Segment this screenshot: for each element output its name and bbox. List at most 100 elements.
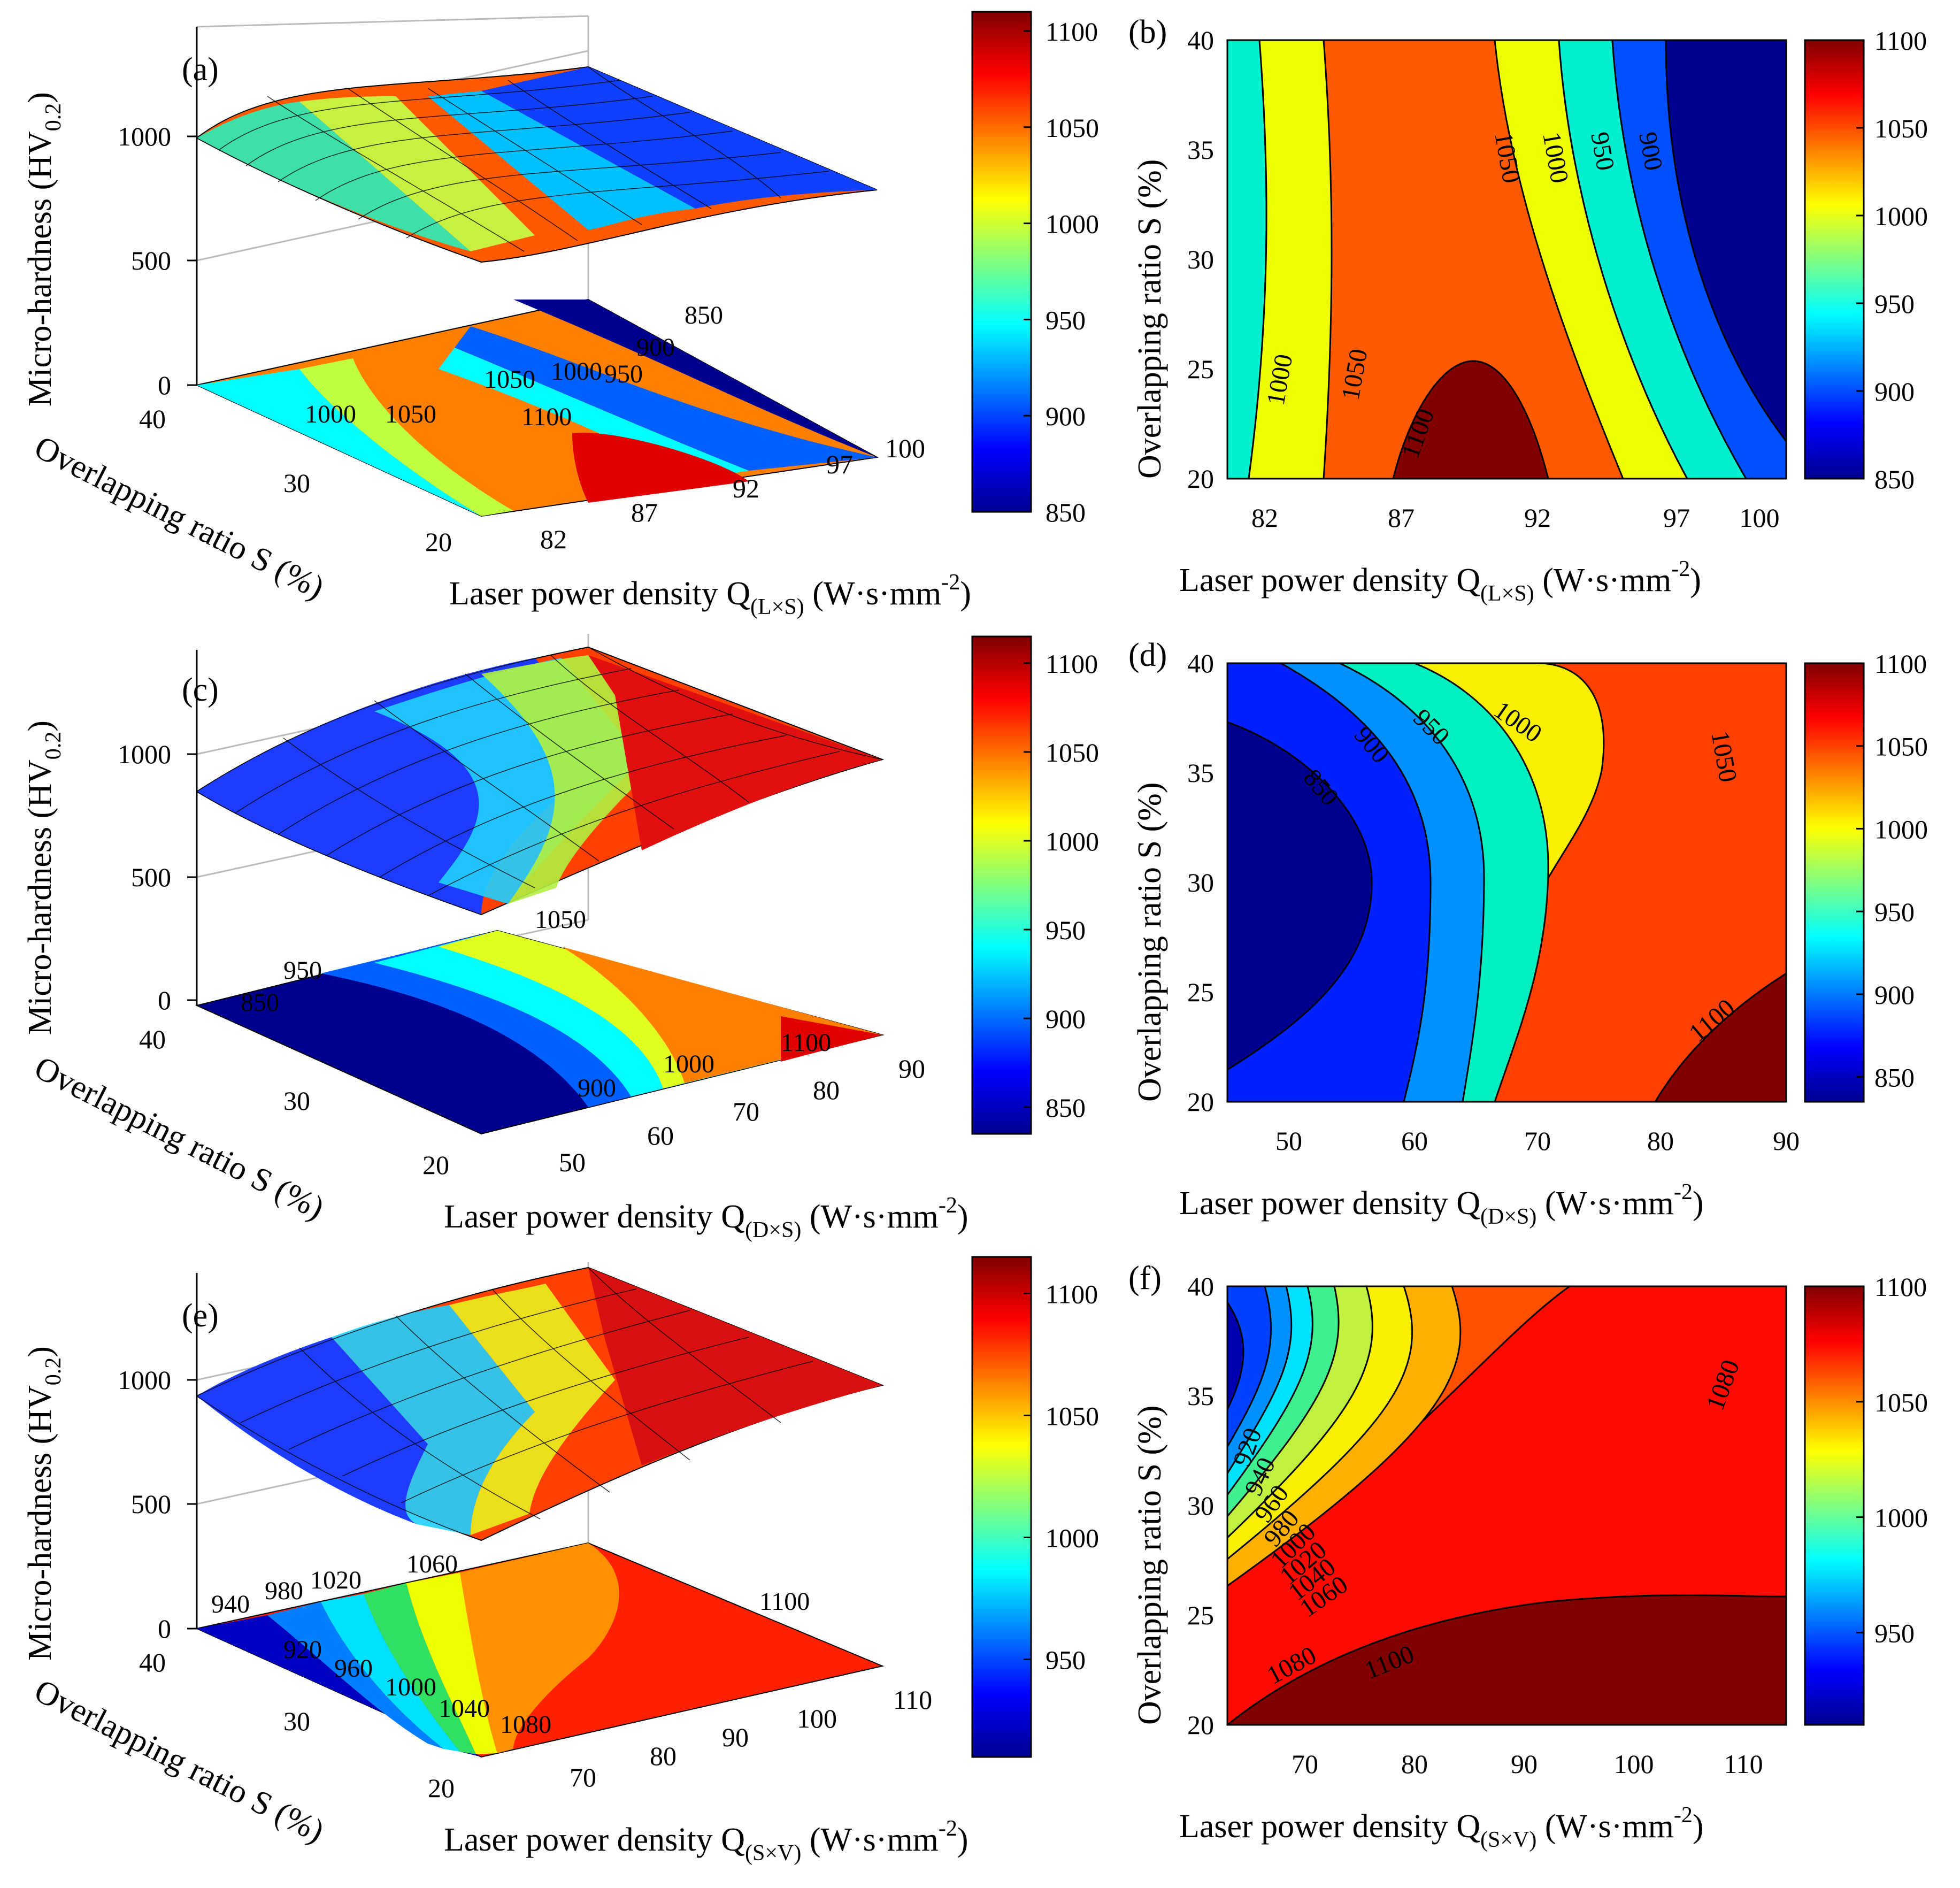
panel-b: (b) 1000 1050 1100 1050 1000 950 900 40 … <box>1128 14 1865 606</box>
panel-b-plot <box>1227 40 1786 479</box>
panel-a-clabel-5: 1050 <box>484 365 535 394</box>
panel-d-ytick-40: 40 <box>1187 648 1214 678</box>
colorbar-1-tick-1050: 1050 <box>1874 113 1928 143</box>
panel-a-clabel-3: 950 <box>604 360 643 388</box>
colorbar-0-tick-1050: 1050 <box>1046 113 1099 143</box>
panel-a-ztick-500: 500 <box>131 245 171 275</box>
colorbar-1-tick-850: 850 <box>1874 464 1915 494</box>
panel-a-clabel-1: 850 <box>685 301 723 329</box>
panel-b-colorbar <box>1804 39 1865 480</box>
panel-f-label: (f) <box>1128 1260 1162 1296</box>
colorbar-0-tick-900: 900 <box>1046 401 1086 431</box>
panel-a-xtick-82: 82 <box>540 524 567 554</box>
colorbar-1-tick-900: 900 <box>1874 377 1915 406</box>
colorbar-2-tick-950: 950 <box>1046 915 1086 945</box>
panel-b-xlabel: Laser power density Q(L×S) (W·s·mm-2) <box>1179 557 1701 606</box>
panel-b-xtick-87: 87 <box>1388 503 1415 533</box>
panel-d-ytick-25: 25 <box>1187 977 1214 1007</box>
panel-e-xlabel: Laser power density Q(S×V) (W·s·mm-2) <box>444 1816 969 1866</box>
panel-b-xtick-82: 82 <box>1251 503 1278 533</box>
panel-b-clabel-7: 900 <box>1633 130 1668 173</box>
panel-a-clabel-8: 1000 <box>305 400 356 428</box>
panel-e-xtick-110: 110 <box>893 1685 932 1715</box>
panel-a-xlabel: Laser power density Q(L×S) (W·s·mm-2) <box>449 570 971 619</box>
colorbar-3-tick-850: 850 <box>1874 1063 1915 1093</box>
panel-a-z-ticks: 1000 500 0 <box>118 121 197 400</box>
panel-b-xtick-92: 92 <box>1524 503 1551 533</box>
panel-e-clabel-10: 1100 <box>759 1587 810 1616</box>
panel-c-xtick-80: 80 <box>813 1075 840 1105</box>
panel-e-xtick-90: 90 <box>722 1722 749 1752</box>
colorbar-3-tick-1100: 1100 <box>1874 649 1927 679</box>
panel-d-colorbar <box>1804 662 1865 1103</box>
panel-c-ytick-40: 40 <box>139 1024 166 1054</box>
panel-e-surface <box>195 1267 885 1541</box>
panel-a-clabel-4: 1000 <box>551 357 602 386</box>
panel-e-label: (e) <box>182 1298 219 1334</box>
panel-a-y-axis-ticks: 40 30 20 <box>139 404 452 557</box>
colorbar-1-tick-950: 950 <box>1874 289 1915 319</box>
colorbar-5-tick-1050: 1050 <box>1874 1387 1928 1417</box>
panel-f-x-ticks: 70 80 90 100 110 <box>1292 1749 1763 1779</box>
colorbar-1-tick-1100: 1100 <box>1874 26 1927 56</box>
panel-b-ylabel: Overlapping ratio S (%) <box>1132 159 1168 479</box>
panel-f-ytick-40: 40 <box>1187 1271 1214 1301</box>
panel-a-label: (a) <box>182 51 219 88</box>
colorbar-2-tick-1000: 1000 <box>1046 826 1099 856</box>
panel-b-clabel-6: 950 <box>1585 130 1620 173</box>
panel-c-ztick-500: 500 <box>131 862 171 892</box>
panel-d-y-ticks: 40 35 30 25 20 <box>1187 648 1214 1117</box>
panel-d-xtick-80: 80 <box>1647 1126 1674 1156</box>
panel-e-clabel-7: 1000 <box>385 1673 436 1701</box>
panel-c-clabel-5: 1000 <box>663 1050 714 1078</box>
panel-c-clabel-6: 1100 <box>781 1029 831 1057</box>
colorbar-0-tick-1000: 1000 <box>1046 209 1099 239</box>
panel-e-clabel-2: 980 <box>265 1577 303 1605</box>
panel-e-floor-labels: 940 980 1020 1060 920 960 1000 1040 1080… <box>211 1550 810 1739</box>
colorbar-0-tick-1100: 1100 <box>1046 17 1098 47</box>
panel-e-xtick-70: 70 <box>570 1762 596 1792</box>
panel-f: (f) 920 940 960 980 1000 1020 1040 1060 … <box>1128 1260 1865 1852</box>
panel-c-x-axis-ticks: 50 60 70 80 90 <box>559 1054 925 1177</box>
panel-d-xtick-70: 70 <box>1524 1126 1551 1156</box>
panel-b-xtick-100: 100 <box>1740 503 1780 533</box>
panel-f-xlabel: Laser power density Q(S×V) (W·s·mm-2) <box>1179 1803 1704 1852</box>
panel-c-colorbar <box>971 635 1032 1135</box>
panel-c-clabel-4: 900 <box>578 1074 616 1102</box>
panel-a-zlabel: Micro-hardness (HV0.2) <box>22 92 66 406</box>
colorbar-0-tick-950: 950 <box>1046 305 1086 335</box>
colorbar-0-tick-850: 850 <box>1046 497 1086 527</box>
colorbar-2-tick-850: 850 <box>1046 1093 1086 1123</box>
panel-a-x-axis-ticks: 82 87 92 97 100 <box>540 433 925 554</box>
panel-c-ytick-30: 30 <box>283 1086 310 1116</box>
colorbar-2-tick-1100: 1100 <box>1046 649 1098 679</box>
panel-a-xtick-100: 100 <box>885 433 925 463</box>
colorbar-5-tick-1000: 1000 <box>1874 1503 1928 1533</box>
panel-b-xtick-97: 97 <box>1663 503 1690 533</box>
colorbar-1-tick-1000: 1000 <box>1874 201 1928 231</box>
panel-a: (a) 1000 500 0 <box>22 11 1032 619</box>
panel-d-ytick-30: 30 <box>1187 868 1214 897</box>
panel-d-xtick-50: 50 <box>1275 1126 1302 1156</box>
panel-a-ytick-20: 20 <box>425 527 452 557</box>
panel-a-floor-contour: 850 900 950 1000 1050 1100 1050 1000 <box>195 298 879 517</box>
panel-b-axes-box <box>1226 39 1787 480</box>
panel-e-ytick-30: 30 <box>283 1706 310 1736</box>
panel-b-ytick-30: 30 <box>1187 244 1214 274</box>
panel-b-x-ticks: 82 87 92 97 100 <box>1251 503 1780 533</box>
panel-e-ztick-500: 500 <box>131 1489 171 1519</box>
panel-e-z-ticks: 1000 500 0 <box>118 1365 197 1644</box>
panel-d-axes-box <box>1226 662 1787 1103</box>
panel-f-ytick-35: 35 <box>1187 1381 1214 1411</box>
panel-f-xtick-70: 70 <box>1292 1749 1318 1779</box>
panel-d: (d) 850 900 950 1000 1050 1100 40 35 30 … <box>1128 637 1865 1229</box>
panel-c-xtick-50: 50 <box>559 1147 586 1177</box>
panel-a-clabel-2: 900 <box>636 333 675 362</box>
panel-e-ylabel: Overlapping ratio S (%) <box>29 1672 330 1850</box>
panel-a-xtick-92: 92 <box>733 473 759 503</box>
colorbar-4-tick-950: 950 <box>1046 1645 1086 1675</box>
colorbar-5-tick-1100: 1100 <box>1874 1272 1927 1302</box>
panel-f-xtick-90: 90 <box>1511 1749 1538 1779</box>
panel-c-floor-labels: 850 950 1050 900 1000 1100 <box>241 905 831 1102</box>
panel-d-plot <box>1227 663 1786 1102</box>
